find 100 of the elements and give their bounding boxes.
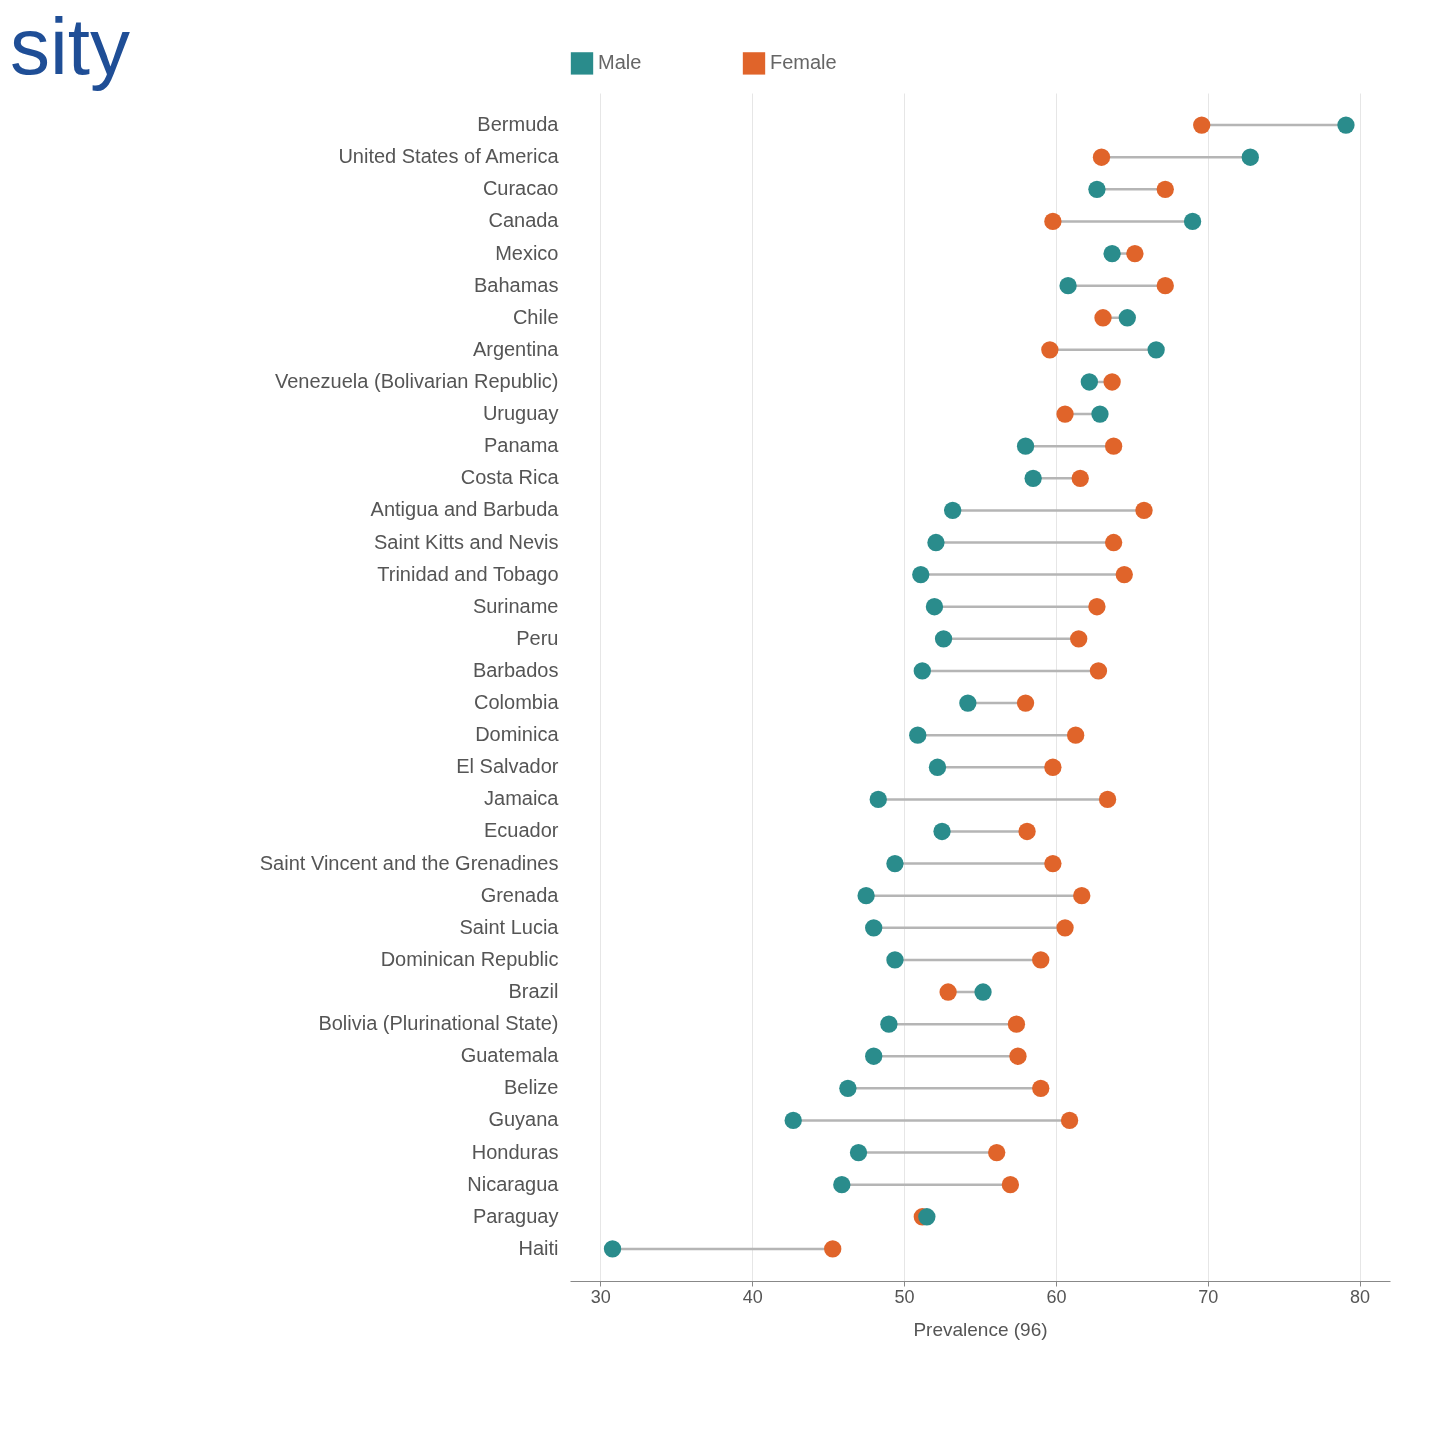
y-tick-label: Belize xyxy=(504,1076,559,1099)
point xyxy=(1147,341,1165,359)
point xyxy=(1094,309,1112,327)
point xyxy=(1044,854,1062,873)
y-tick-label: Ecuador xyxy=(484,819,559,842)
x-tick-label: 80 xyxy=(1350,1286,1371,1307)
point xyxy=(1073,887,1091,905)
point xyxy=(934,630,953,648)
point xyxy=(913,662,931,680)
point xyxy=(974,983,992,1001)
point xyxy=(1104,437,1123,455)
y-tick-label: Jamaica xyxy=(484,787,560,810)
point xyxy=(1092,148,1111,166)
y-tick-label: Antigua and Barbuda xyxy=(370,498,560,521)
legend-label: Female xyxy=(770,51,837,74)
point xyxy=(886,951,904,969)
point xyxy=(1041,341,1059,359)
point xyxy=(1044,212,1062,231)
point xyxy=(1024,469,1042,487)
point xyxy=(603,1240,622,1258)
point xyxy=(959,694,977,712)
point xyxy=(849,1143,868,1162)
point xyxy=(1088,598,1106,616)
y-tick-label: Canada xyxy=(488,209,560,232)
y-tick-label: Saint Lucia xyxy=(459,915,560,938)
point xyxy=(1103,373,1121,391)
point xyxy=(939,983,957,1001)
y-tick-label: El Salvador xyxy=(456,755,559,778)
y-tick-label: Bolivia (Plurinational State) xyxy=(318,1012,559,1035)
x-tick-label: 70 xyxy=(1198,1286,1219,1307)
point xyxy=(1080,373,1098,391)
point xyxy=(1193,116,1211,134)
point xyxy=(1032,951,1050,969)
y-tick-label: Brazil xyxy=(508,980,559,1003)
point xyxy=(824,1240,842,1258)
point xyxy=(865,1047,883,1065)
y-tick-label: Colombia xyxy=(474,691,560,714)
y-tick-label: Guyana xyxy=(488,1108,560,1131)
point xyxy=(1071,469,1089,487)
y-tick-label: Honduras xyxy=(471,1140,559,1163)
point xyxy=(1126,244,1144,263)
point xyxy=(933,822,951,841)
y-tick-label: Saint Kitts and Nevis xyxy=(373,530,559,553)
y-tick-label: Peru xyxy=(516,626,559,649)
point xyxy=(1056,919,1074,937)
point xyxy=(1098,790,1117,809)
point xyxy=(1070,630,1088,648)
x-tick-label: 50 xyxy=(894,1286,915,1307)
point xyxy=(839,1079,857,1097)
y-tick-label: Chile xyxy=(512,305,559,328)
point xyxy=(1241,148,1259,166)
y-tick-label: Mexico xyxy=(495,241,559,264)
point xyxy=(865,919,883,937)
point xyxy=(1337,116,1355,134)
legend-label: Male xyxy=(598,51,642,74)
y-tick-label: Paraguay xyxy=(472,1204,559,1227)
point xyxy=(909,726,927,744)
point xyxy=(1115,565,1133,584)
y-tick-label: Uruguay xyxy=(482,402,559,425)
point xyxy=(833,1176,851,1194)
point xyxy=(1104,533,1123,552)
point xyxy=(1056,405,1074,423)
point xyxy=(1059,277,1077,295)
point xyxy=(944,501,962,520)
point xyxy=(1032,1079,1050,1097)
point xyxy=(886,854,904,873)
point xyxy=(784,1111,802,1130)
y-tick-label: Nicaragua xyxy=(467,1172,560,1195)
point xyxy=(1044,758,1062,776)
point xyxy=(1088,180,1106,198)
y-tick-label: Suriname xyxy=(472,594,559,617)
y-tick-label: Trinidad and Tobago xyxy=(377,562,559,585)
y-tick-label: Barbados xyxy=(472,658,559,681)
x-axis-title: Prevalence (96) xyxy=(913,1318,1048,1340)
point xyxy=(880,1015,898,1033)
point xyxy=(1183,212,1202,231)
point xyxy=(857,887,875,905)
y-tick-label: Grenada xyxy=(480,883,560,906)
point xyxy=(1009,1047,1027,1065)
point xyxy=(1118,309,1136,327)
x-tick-label: 40 xyxy=(742,1286,763,1307)
point xyxy=(918,1208,936,1226)
point xyxy=(1135,501,1153,520)
point xyxy=(1156,180,1174,198)
y-tick-label: Curacao xyxy=(482,177,559,200)
point xyxy=(869,790,887,809)
y-tick-label: Saint Vincent and the Grenadines xyxy=(259,851,559,874)
y-tick-label: Haiti xyxy=(518,1236,559,1259)
point xyxy=(928,758,947,776)
x-tick-label: 60 xyxy=(1046,1286,1067,1307)
point xyxy=(912,565,930,584)
point xyxy=(1018,822,1036,841)
y-tick-label: Dominica xyxy=(475,723,560,746)
y-tick-label: Guatemala xyxy=(460,1044,560,1067)
y-tick-label: Bermuda xyxy=(477,113,560,136)
point xyxy=(1016,437,1035,455)
y-tick-label: United States of America xyxy=(338,145,560,168)
point xyxy=(1007,1015,1026,1033)
point xyxy=(1067,726,1085,744)
point xyxy=(1089,662,1108,680)
